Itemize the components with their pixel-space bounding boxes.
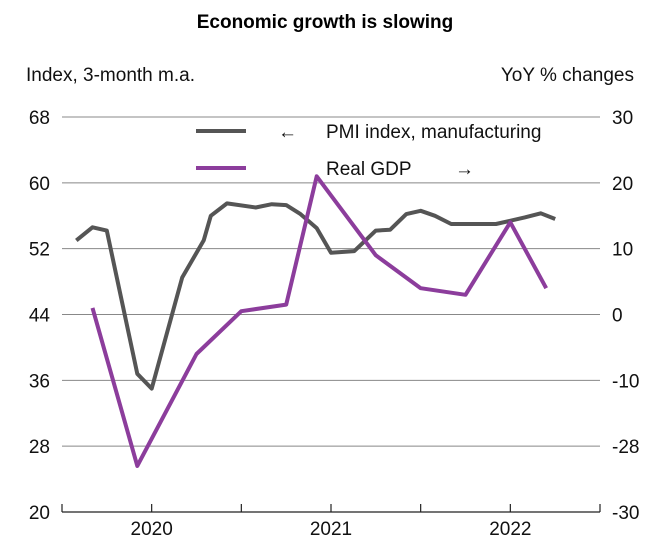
- chart-title: Economic growth is slowing: [197, 12, 454, 33]
- legend-arrow-gdp: →: [455, 159, 474, 180]
- left-tick-label: 20: [29, 503, 50, 524]
- gridlines: [62, 116, 600, 447]
- gdp-series-line: [90, 174, 548, 468]
- x-axis: 2020 2021 2022: [61, 504, 601, 537]
- pmi-series-line: [75, 201, 556, 391]
- right-tick-label: -10: [612, 371, 639, 392]
- right-axis: 30 20 10 0 -10 -28 -30: [612, 108, 639, 524]
- right-tick-label: 10: [612, 240, 633, 261]
- left-axis: 68 60 52 44 36 28 20: [29, 108, 51, 524]
- left-tick-label: 28: [29, 437, 50, 458]
- left-axis-label: Index, 3-month m.a.: [26, 65, 195, 86]
- left-tick-label: 68: [29, 108, 50, 129]
- left-tick-label: 52: [29, 240, 50, 261]
- right-tick-label: 30: [612, 108, 633, 129]
- x-tick-label: 2020: [131, 519, 173, 537]
- right-tick-label: -30: [612, 503, 639, 524]
- right-tick-label: 20: [612, 174, 633, 195]
- left-tick-label: 36: [29, 371, 50, 392]
- legend-label-gdp: Real GDP: [326, 159, 412, 180]
- x-tick-label: 2022: [489, 519, 531, 537]
- legend-arrow-pmi: ←: [278, 122, 297, 143]
- legend-label-pmi: PMI index, manufacturing: [326, 122, 541, 143]
- legend: ← PMI index, manufacturing Real GDP →: [196, 122, 541, 180]
- right-axis-label: YoY % changes: [501, 65, 634, 86]
- x-tick-label: 2021: [310, 519, 352, 537]
- right-tick-label: 0: [612, 306, 623, 327]
- left-tick-label: 44: [29, 306, 51, 327]
- right-tick-label: -28: [612, 437, 639, 458]
- series-layer: [75, 174, 556, 468]
- left-tick-label: 60: [29, 174, 50, 195]
